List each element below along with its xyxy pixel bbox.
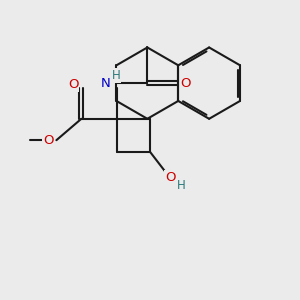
Text: O: O	[43, 134, 53, 147]
Text: H: H	[112, 69, 121, 82]
Text: O: O	[68, 78, 78, 92]
Text: O: O	[181, 76, 191, 90]
Text: H: H	[177, 179, 185, 192]
Text: N: N	[101, 76, 111, 90]
Text: O: O	[165, 171, 175, 184]
